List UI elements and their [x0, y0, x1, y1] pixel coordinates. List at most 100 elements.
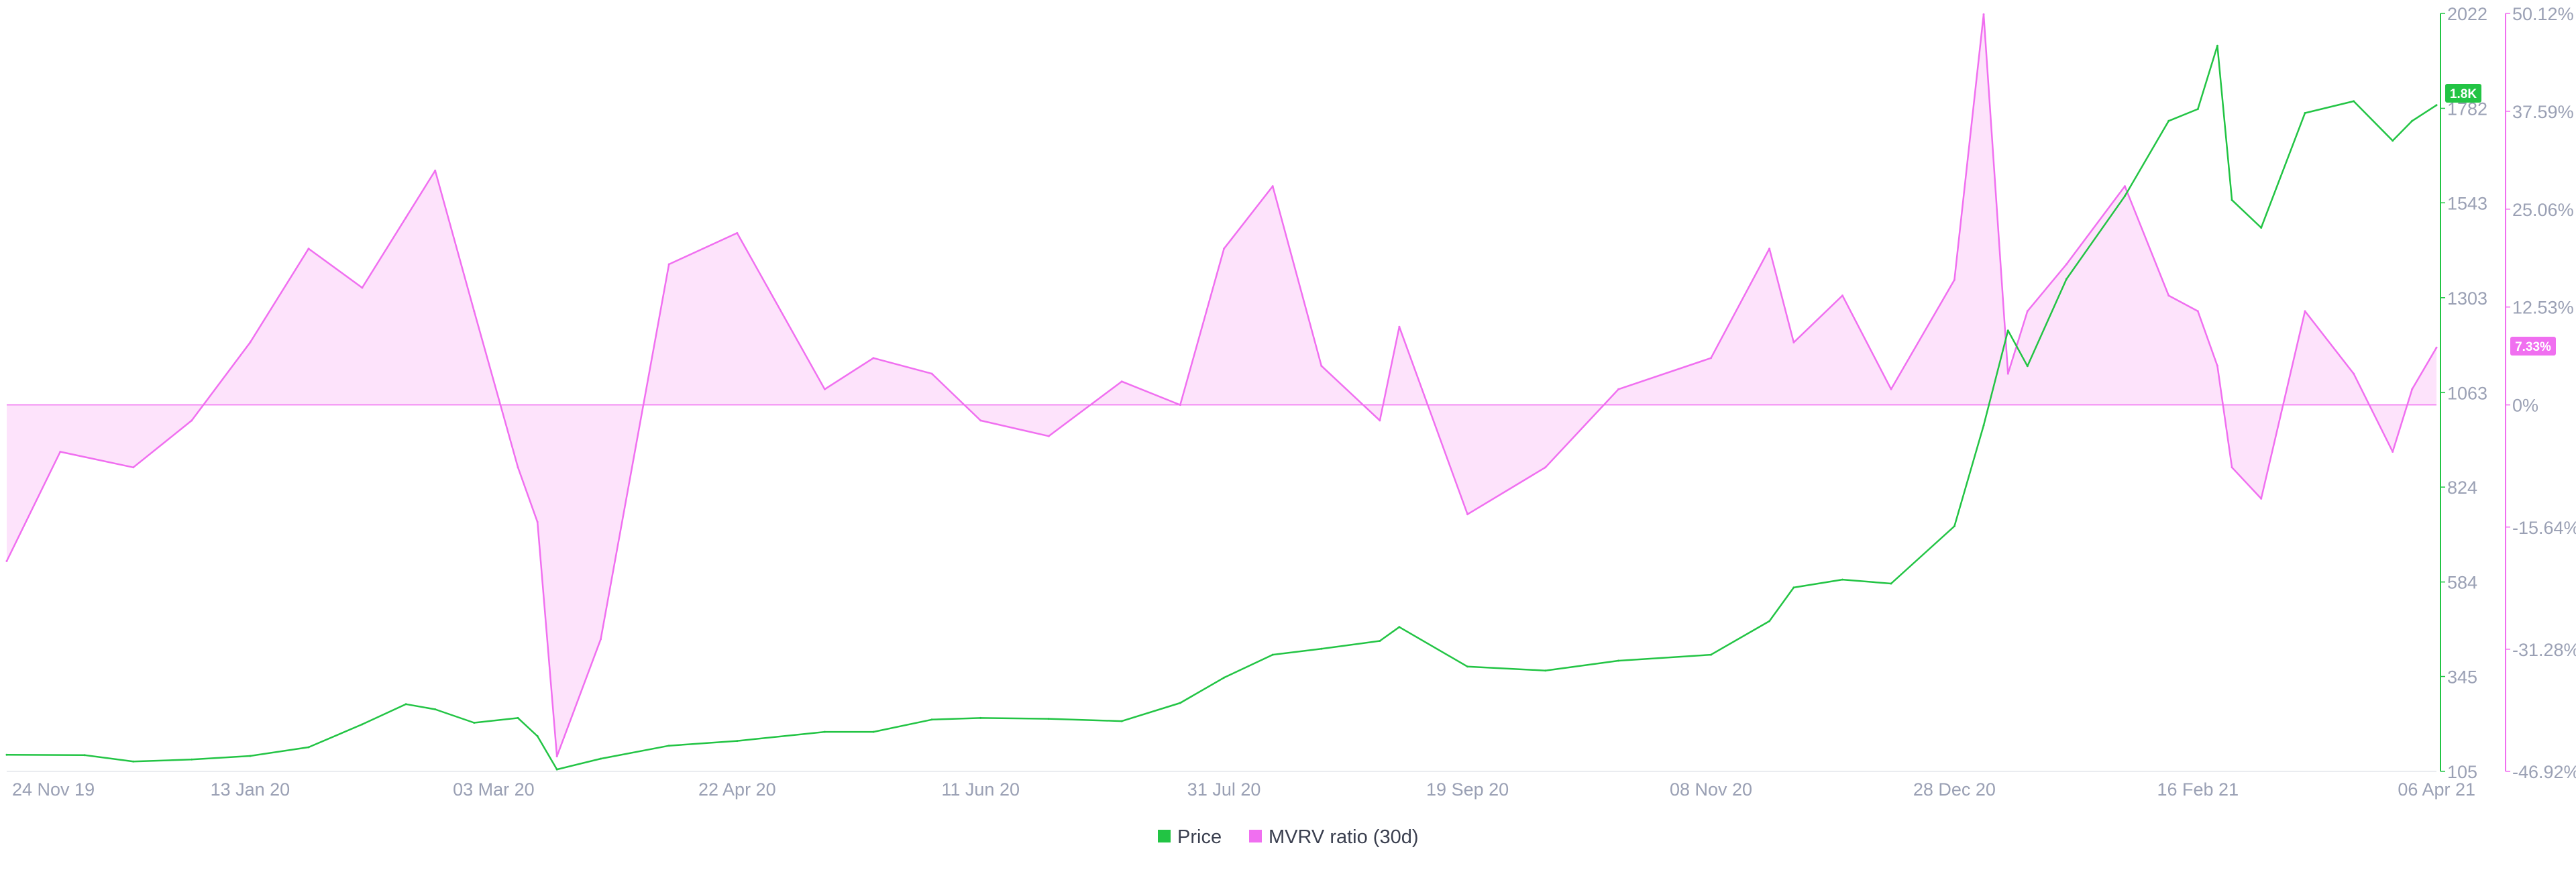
price-point — [823, 730, 826, 733]
price-point — [1271, 653, 1274, 656]
price-point — [2231, 199, 2233, 201]
mvrv-point — [1223, 248, 1226, 250]
mvrv-point — [361, 286, 364, 289]
mvrv-point — [1320, 364, 1323, 367]
mvrv-point — [2392, 451, 2394, 453]
price-point — [517, 716, 519, 719]
mvrv-point — [2231, 466, 2233, 469]
price-point — [1841, 578, 1843, 581]
mvrv-point — [930, 372, 933, 375]
x-tick-label: 06 Apr 21 — [2398, 779, 2475, 800]
price-point — [600, 757, 602, 760]
x-tick-label: 31 Jul 20 — [1187, 779, 1261, 800]
mvrv-line — [5, 13, 2438, 757]
mvrv-point — [2353, 372, 2355, 375]
price-point — [405, 703, 407, 706]
mvrv-point — [1466, 513, 1469, 516]
price-point — [536, 735, 539, 737]
legend-label-mvrv: MVRV ratio (30d) — [1269, 826, 1419, 848]
mvrv-point — [667, 263, 670, 266]
mvrv-tick-label: -15.64% — [2512, 518, 2576, 538]
price-point — [307, 746, 310, 749]
mvrv-point — [823, 388, 826, 390]
price-line-layer — [5, 44, 2438, 771]
mvrv-tick-label: -46.92% — [2512, 762, 2576, 782]
mvrv-point — [1890, 388, 1892, 390]
price-point — [2304, 112, 2306, 114]
mvrv-point — [536, 521, 539, 523]
price-point — [2065, 278, 2068, 280]
x-tick-label: 03 Mar 20 — [453, 779, 535, 800]
price-tick-label: 2022 — [2447, 4, 2487, 24]
price-point — [2026, 365, 2029, 368]
x-axis-ticks: 24 Nov 19 13 Jan 20 03 Mar 20 22 Apr 20 11 J… — [12, 779, 2475, 800]
mvrv-point — [191, 419, 193, 422]
legend-swatch-price — [1158, 830, 1171, 842]
mvrv-tick-label: 25.06% — [2512, 200, 2574, 220]
mvrv-point — [2411, 388, 2414, 390]
x-tick-label: 13 Jan 20 — [211, 779, 290, 800]
price-point — [2435, 104, 2438, 107]
price-tick-label: 105 — [2447, 762, 2477, 782]
mvrv-area-layer — [7, 14, 2436, 757]
price-point — [1544, 669, 1547, 672]
mvrv-point — [1398, 325, 1401, 328]
price-tick-label: 1543 — [2447, 193, 2487, 213]
price-point — [1320, 647, 1323, 650]
mvrv-point — [5, 560, 8, 562]
mvrv-point — [555, 755, 558, 758]
price-point — [191, 758, 193, 761]
price-point — [249, 755, 252, 757]
mvrv-point — [132, 466, 135, 469]
legend-swatch-mvrv — [1249, 830, 1262, 842]
mvrv-point — [2124, 185, 2126, 188]
mvrv-point — [473, 310, 476, 313]
price-point — [2196, 108, 2199, 111]
legend: Price MVRV ratio (30d) — [1158, 826, 1419, 848]
mvrv-point — [2216, 364, 2218, 367]
price-point — [1179, 702, 1181, 704]
x-tick-label: 08 Nov 20 — [1670, 779, 1752, 800]
price-point — [2006, 329, 2009, 332]
value-badges: 1.8K 7.33% — [2445, 84, 2556, 356]
mvrv-point — [2167, 294, 2170, 297]
mvrv-point — [434, 169, 437, 172]
price-point — [1710, 653, 1712, 656]
mvrv-point — [600, 638, 602, 641]
price-point — [361, 723, 364, 726]
mvrv-badge-bg — [2510, 337, 2556, 356]
price-point — [872, 730, 875, 733]
mvrv-point — [736, 231, 739, 234]
price-point — [83, 754, 86, 757]
mvrv-tick-label: -31.28% — [2512, 640, 2576, 660]
mvrv-point — [1792, 341, 1795, 343]
price-point — [2167, 119, 2170, 122]
x-tick-label: 22 Apr 20 — [698, 779, 776, 800]
mvrv-axis-ticks: -46.92% -31.28% -15.64% 0% 12.53% 25.06% 37.59… — [2506, 4, 2576, 782]
price-point — [1982, 424, 1985, 427]
mvrv-point — [2006, 372, 2009, 375]
price-point — [1792, 586, 1795, 589]
mvrv-badge: 7.33% — [2515, 340, 2551, 354]
x-tick-label: 28 Dec 20 — [1913, 779, 1996, 800]
mvrv-point — [2196, 310, 2199, 313]
mvrv-point — [1271, 185, 1274, 188]
mvrv-point — [979, 419, 982, 422]
price-point — [555, 768, 558, 771]
price-tick-label: 345 — [2447, 667, 2477, 688]
price-point — [1120, 720, 1123, 722]
price-tick-label: 1063 — [2447, 383, 2487, 403]
mvrv-point — [2304, 310, 2306, 313]
mvrv-point — [517, 466, 519, 469]
price-point — [2392, 140, 2394, 142]
x-tick-label: 19 Sep 20 — [1426, 779, 1509, 800]
price-tick-label: 824 — [2447, 478, 2477, 498]
mvrv-point — [1841, 294, 1843, 297]
mvrv-point — [1710, 357, 1712, 360]
price-point — [667, 745, 670, 747]
price-point — [979, 716, 982, 719]
price-point — [434, 708, 437, 710]
